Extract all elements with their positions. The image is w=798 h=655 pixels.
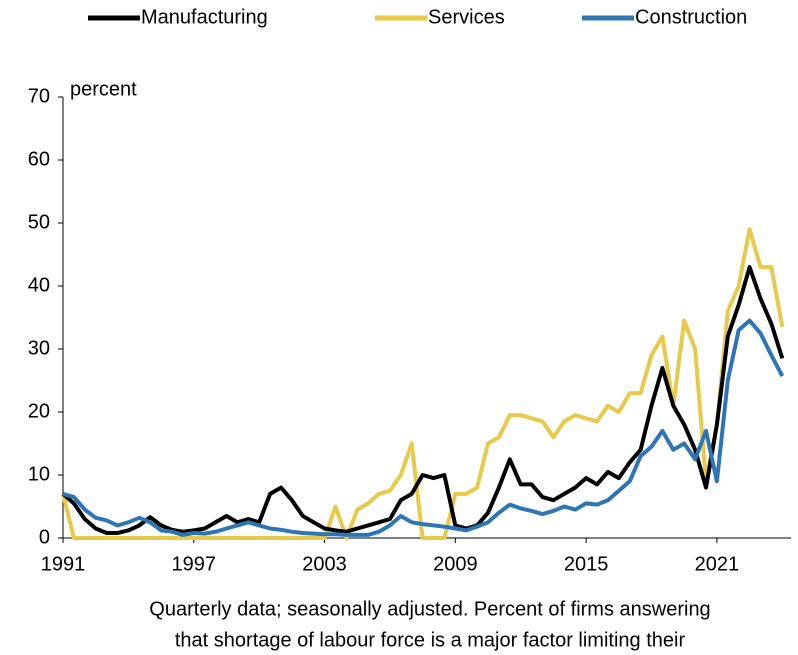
legend-label: Services <box>428 6 505 28</box>
y-axis-label: percent <box>70 78 137 100</box>
y-tick-label: 20 <box>28 400 50 422</box>
caption: that shortage of labour force is a major… <box>175 629 686 651</box>
y-tick-label: 40 <box>28 274 50 296</box>
x-tick-label: 1997 <box>172 553 217 575</box>
legend-label: Construction <box>635 6 747 28</box>
x-tick-label: 1991 <box>41 553 86 575</box>
y-tick-label: 50 <box>28 211 50 233</box>
y-tick-label: 30 <box>28 337 50 359</box>
y-tick-label: 60 <box>28 148 50 170</box>
legend-label: Manufacturing <box>141 6 268 28</box>
x-tick-label: 2021 <box>695 553 740 575</box>
series-line <box>62 318 785 537</box>
series-line <box>61 227 785 540</box>
caption: Quarterly data; seasonally adjusted. Per… <box>149 598 710 620</box>
y-tick-label: 0 <box>39 526 50 548</box>
x-tick-label: 2015 <box>564 553 609 575</box>
x-tick-label: 2003 <box>302 553 347 575</box>
series-line <box>61 265 785 535</box>
y-tick-label: 70 <box>28 85 50 107</box>
y-tick-label: 10 <box>28 463 50 485</box>
x-tick-label: 2009 <box>433 553 478 575</box>
